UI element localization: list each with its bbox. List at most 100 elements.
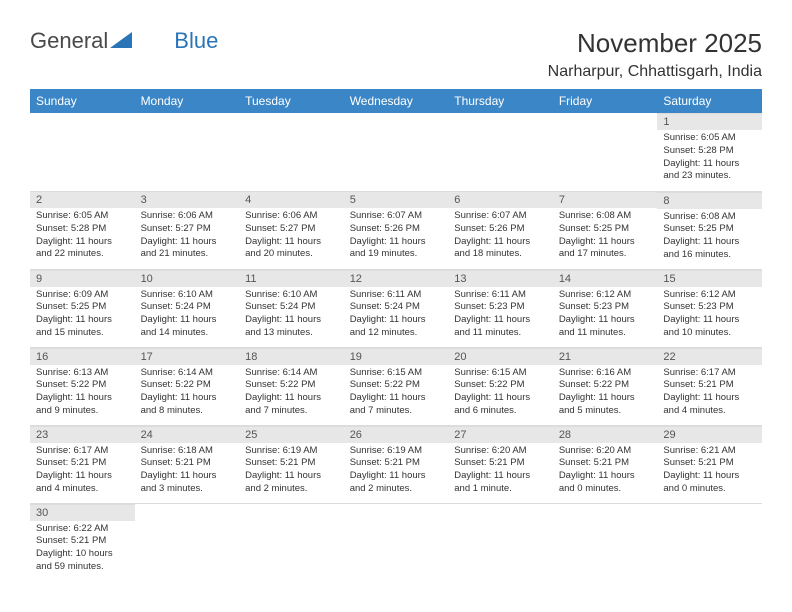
day-details: Sunrise: 6:13 AMSunset: 5:22 PMDaylight:…	[30, 365, 135, 422]
day-number: 8	[657, 192, 762, 209]
day-details: Sunrise: 6:05 AMSunset: 5:28 PMDaylight:…	[657, 130, 762, 187]
day-details: Sunrise: 6:11 AMSunset: 5:24 PMDaylight:…	[344, 287, 449, 344]
logo-text-1: General	[30, 28, 108, 54]
calendar-cell: 22Sunrise: 6:17 AMSunset: 5:21 PMDayligh…	[657, 347, 762, 425]
calendar-cell	[239, 113, 344, 191]
day-details: Sunrise: 6:18 AMSunset: 5:21 PMDaylight:…	[135, 443, 240, 500]
calendar-cell: 7Sunrise: 6:08 AMSunset: 5:25 PMDaylight…	[553, 191, 658, 269]
page-title: November 2025	[548, 28, 762, 59]
calendar-cell	[239, 503, 344, 581]
day-number: 9	[30, 270, 135, 287]
day-details: Sunrise: 6:12 AMSunset: 5:23 PMDaylight:…	[657, 287, 762, 344]
day-number: 2	[30, 191, 135, 208]
day-details: Sunrise: 6:20 AMSunset: 5:21 PMDaylight:…	[448, 443, 553, 500]
calendar-cell: 9Sunrise: 6:09 AMSunset: 5:25 PMDaylight…	[30, 269, 135, 347]
calendar-cell: 28Sunrise: 6:20 AMSunset: 5:21 PMDayligh…	[553, 425, 658, 503]
calendar-cell: 8Sunrise: 6:08 AMSunset: 5:25 PMDaylight…	[657, 191, 762, 269]
title-block: November 2025 Narharpur, Chhattisgarh, I…	[548, 28, 762, 81]
calendar-row: 23Sunrise: 6:17 AMSunset: 5:21 PMDayligh…	[30, 425, 762, 503]
calendar-cell: 17Sunrise: 6:14 AMSunset: 5:22 PMDayligh…	[135, 347, 240, 425]
day-details: Sunrise: 6:20 AMSunset: 5:21 PMDaylight:…	[553, 443, 658, 500]
day-details: Sunrise: 6:16 AMSunset: 5:22 PMDaylight:…	[553, 365, 658, 422]
weekday-header: Monday	[135, 89, 240, 113]
day-number: 23	[30, 426, 135, 443]
day-details: Sunrise: 6:08 AMSunset: 5:25 PMDaylight:…	[657, 209, 762, 266]
calendar-cell: 20Sunrise: 6:15 AMSunset: 5:22 PMDayligh…	[448, 347, 553, 425]
calendar-row: 30Sunrise: 6:22 AMSunset: 5:21 PMDayligh…	[30, 503, 762, 581]
day-number: 26	[344, 426, 449, 443]
day-number: 17	[135, 348, 240, 365]
day-number: 15	[657, 270, 762, 287]
calendar-cell: 3Sunrise: 6:06 AMSunset: 5:27 PMDaylight…	[135, 191, 240, 269]
day-number: 3	[135, 191, 240, 208]
day-number: 19	[344, 348, 449, 365]
day-details: Sunrise: 6:17 AMSunset: 5:21 PMDaylight:…	[657, 365, 762, 422]
calendar-cell: 27Sunrise: 6:20 AMSunset: 5:21 PMDayligh…	[448, 425, 553, 503]
day-details: Sunrise: 6:05 AMSunset: 5:28 PMDaylight:…	[30, 208, 135, 265]
calendar-cell	[657, 503, 762, 581]
day-number: 30	[30, 504, 135, 521]
weekday-header: Friday	[553, 89, 658, 113]
day-details: Sunrise: 6:22 AMSunset: 5:21 PMDaylight:…	[30, 521, 135, 578]
calendar-cell	[448, 113, 553, 191]
calendar-cell: 16Sunrise: 6:13 AMSunset: 5:22 PMDayligh…	[30, 347, 135, 425]
day-number: 4	[239, 191, 344, 208]
calendar-row: 9Sunrise: 6:09 AMSunset: 5:25 PMDaylight…	[30, 269, 762, 347]
weekday-header: Tuesday	[239, 89, 344, 113]
day-number: 5	[344, 191, 449, 208]
calendar-cell	[553, 503, 658, 581]
calendar-cell: 15Sunrise: 6:12 AMSunset: 5:23 PMDayligh…	[657, 269, 762, 347]
day-details: Sunrise: 6:19 AMSunset: 5:21 PMDaylight:…	[344, 443, 449, 500]
calendar-cell: 29Sunrise: 6:21 AMSunset: 5:21 PMDayligh…	[657, 425, 762, 503]
day-number: 13	[448, 270, 553, 287]
day-number: 1	[657, 113, 762, 130]
calendar-cell: 18Sunrise: 6:14 AMSunset: 5:22 PMDayligh…	[239, 347, 344, 425]
day-details: Sunrise: 6:07 AMSunset: 5:26 PMDaylight:…	[344, 208, 449, 265]
day-number: 28	[553, 426, 658, 443]
calendar-cell: 12Sunrise: 6:11 AMSunset: 5:24 PMDayligh…	[344, 269, 449, 347]
day-number: 18	[239, 348, 344, 365]
day-details: Sunrise: 6:14 AMSunset: 5:22 PMDaylight:…	[135, 365, 240, 422]
calendar-cell	[344, 113, 449, 191]
day-details: Sunrise: 6:17 AMSunset: 5:21 PMDaylight:…	[30, 443, 135, 500]
day-details: Sunrise: 6:12 AMSunset: 5:23 PMDaylight:…	[553, 287, 658, 344]
calendar-cell: 21Sunrise: 6:16 AMSunset: 5:22 PMDayligh…	[553, 347, 658, 425]
calendar-row: 2Sunrise: 6:05 AMSunset: 5:28 PMDaylight…	[30, 191, 762, 269]
location: Narharpur, Chhattisgarh, India	[548, 63, 762, 81]
calendar-cell: 4Sunrise: 6:06 AMSunset: 5:27 PMDaylight…	[239, 191, 344, 269]
day-number: 12	[344, 270, 449, 287]
header: General Blue November 2025 Narharpur, Ch…	[30, 28, 762, 81]
day-details: Sunrise: 6:21 AMSunset: 5:21 PMDaylight:…	[657, 443, 762, 500]
calendar-cell: 24Sunrise: 6:18 AMSunset: 5:21 PMDayligh…	[135, 425, 240, 503]
calendar-table: Sunday Monday Tuesday Wednesday Thursday…	[30, 89, 762, 581]
day-number: 16	[30, 348, 135, 365]
day-details: Sunrise: 6:09 AMSunset: 5:25 PMDaylight:…	[30, 287, 135, 344]
calendar-cell: 14Sunrise: 6:12 AMSunset: 5:23 PMDayligh…	[553, 269, 658, 347]
calendar-cell	[135, 503, 240, 581]
weekday-header: Wednesday	[344, 89, 449, 113]
calendar-cell	[448, 503, 553, 581]
day-details: Sunrise: 6:08 AMSunset: 5:25 PMDaylight:…	[553, 208, 658, 265]
calendar-cell	[344, 503, 449, 581]
day-number: 11	[239, 270, 344, 287]
day-number: 14	[553, 270, 658, 287]
calendar-cell: 1Sunrise: 6:05 AMSunset: 5:28 PMDaylight…	[657, 113, 762, 191]
day-details: Sunrise: 6:19 AMSunset: 5:21 PMDaylight:…	[239, 443, 344, 500]
calendar-cell	[553, 113, 658, 191]
calendar-cell: 5Sunrise: 6:07 AMSunset: 5:26 PMDaylight…	[344, 191, 449, 269]
calendar-cell: 23Sunrise: 6:17 AMSunset: 5:21 PMDayligh…	[30, 425, 135, 503]
day-details: Sunrise: 6:14 AMSunset: 5:22 PMDaylight:…	[239, 365, 344, 422]
calendar-cell: 11Sunrise: 6:10 AMSunset: 5:24 PMDayligh…	[239, 269, 344, 347]
sail-icon	[110, 28, 132, 44]
calendar-cell: 26Sunrise: 6:19 AMSunset: 5:21 PMDayligh…	[344, 425, 449, 503]
weekday-header: Saturday	[657, 89, 762, 113]
day-number: 21	[553, 348, 658, 365]
calendar-row: 16Sunrise: 6:13 AMSunset: 5:22 PMDayligh…	[30, 347, 762, 425]
day-number: 7	[553, 191, 658, 208]
calendar-cell: 6Sunrise: 6:07 AMSunset: 5:26 PMDaylight…	[448, 191, 553, 269]
day-details: Sunrise: 6:10 AMSunset: 5:24 PMDaylight:…	[135, 287, 240, 344]
logo-text-2: Blue	[174, 28, 218, 54]
calendar-cell: 13Sunrise: 6:11 AMSunset: 5:23 PMDayligh…	[448, 269, 553, 347]
calendar-cell	[30, 113, 135, 191]
calendar-cell	[135, 113, 240, 191]
